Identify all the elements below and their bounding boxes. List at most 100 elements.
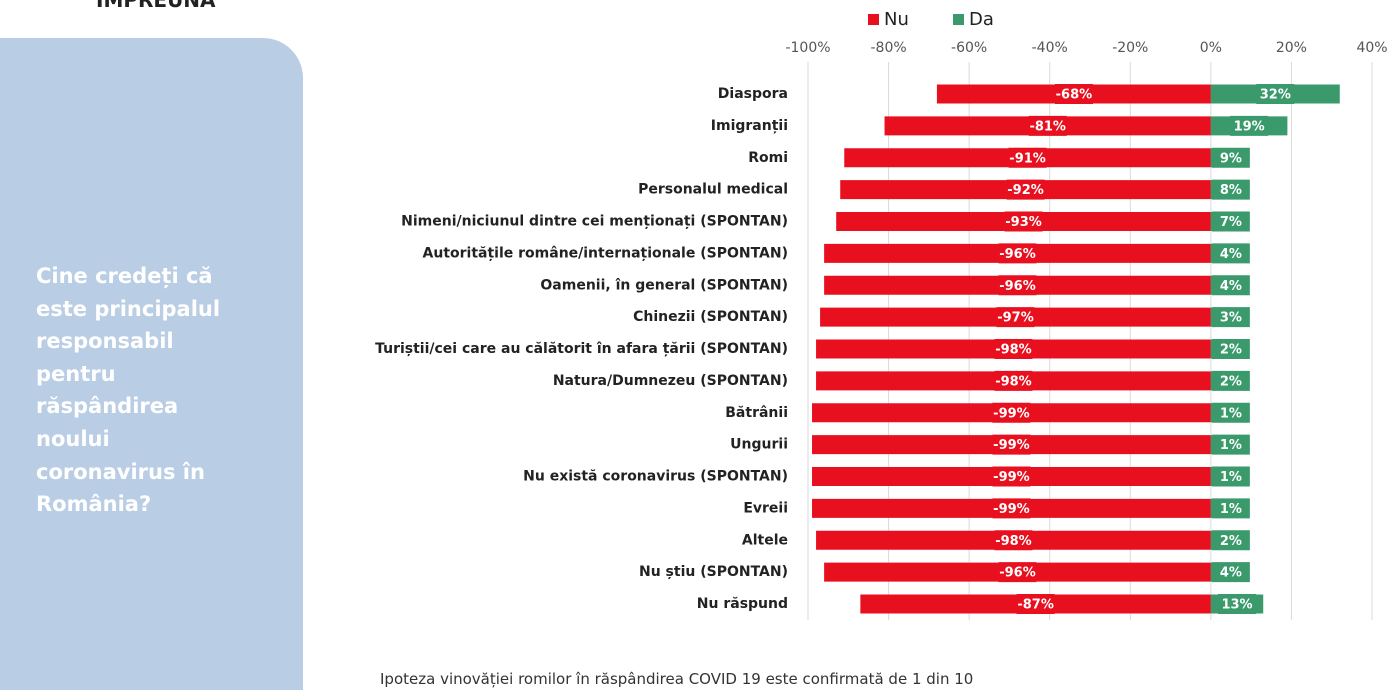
value-label: -99% <box>993 502 1030 517</box>
value-label: -98% <box>995 374 1032 389</box>
value-label-box <box>992 434 1031 455</box>
value-label-box <box>1211 211 1250 232</box>
value-label-box <box>1211 243 1250 264</box>
value-label: -87% <box>1017 598 1054 613</box>
value-label: 8% <box>1220 183 1242 198</box>
footer-note: Ipoteza vinovăției romilor în răspândire… <box>380 670 974 688</box>
category-label: Chinezii (SPONTAN) <box>633 309 788 325</box>
value-label-box <box>1256 84 1295 104</box>
category-label: Ungurii <box>730 437 788 453</box>
value-label: 2% <box>1220 343 1242 358</box>
category-label: Oamenii, în general (SPONTAN) <box>540 277 788 293</box>
value-label: 4% <box>1220 247 1242 262</box>
category-label: Natura/Dumnezeu (SPONTAN) <box>553 373 788 389</box>
value-label-box <box>998 275 1037 296</box>
question: Cine credeți că este principalul respons… <box>36 264 221 517</box>
category-label: Bătrânii <box>725 405 788 421</box>
value-label-box <box>992 402 1031 423</box>
value-label: -98% <box>995 534 1032 549</box>
value-label: -99% <box>993 470 1030 485</box>
x-tick-label: -100% <box>785 40 830 56</box>
value-label-box <box>1004 211 1043 232</box>
value-label: 13% <box>1221 598 1252 613</box>
x-tick-label: 0% <box>1200 40 1222 56</box>
value-label: -99% <box>993 406 1030 421</box>
value-label-box <box>994 530 1033 551</box>
legend-label: Da <box>969 9 994 30</box>
value-label: -97% <box>997 311 1034 326</box>
value-label: -99% <box>993 438 1030 453</box>
value-label-box <box>1006 179 1045 200</box>
x-tick-label: 40% <box>1356 40 1387 56</box>
value-label-box <box>1211 275 1250 296</box>
category-label: Nu există coronavirus (SPONTAN) <box>523 469 788 485</box>
category-label: Nu răspund <box>697 596 788 612</box>
value-label: 4% <box>1220 279 1242 294</box>
value-label-box <box>1016 594 1055 614</box>
value-label-box <box>1211 339 1250 359</box>
value-label: 4% <box>1220 566 1242 581</box>
side-panel: Cine credeți că este principalul respons… <box>0 38 303 690</box>
value-label-box <box>1211 370 1250 391</box>
value-label: 1% <box>1220 470 1242 485</box>
value-label-box <box>996 307 1035 328</box>
value-label: -96% <box>999 566 1036 581</box>
value-label: -96% <box>999 279 1036 294</box>
value-label-box <box>998 243 1037 264</box>
value-label: 2% <box>1220 534 1242 549</box>
value-label: 1% <box>1220 406 1242 421</box>
value-label: -68% <box>1056 88 1093 103</box>
value-label-box <box>1211 434 1250 455</box>
value-label: -93% <box>1005 215 1042 230</box>
value-label: 2% <box>1220 374 1242 389</box>
value-label-box <box>992 466 1031 487</box>
value-label-box <box>1211 307 1250 328</box>
value-label-box <box>994 339 1033 359</box>
value-label-box <box>1211 530 1250 551</box>
value-label-box <box>1211 179 1250 200</box>
category-label: Altele <box>742 532 788 548</box>
value-label-box <box>1211 466 1250 487</box>
value-label: -98% <box>995 343 1032 358</box>
x-tick-label: 20% <box>1276 40 1307 56</box>
header-title: ÎMPREUNĂ <box>96 0 216 12</box>
value-label-box <box>1054 84 1093 104</box>
value-label-box <box>1211 147 1250 168</box>
value-label: -81% <box>1029 119 1066 134</box>
category-label: Turiștii/cei care au călătorit în afara … <box>375 341 788 357</box>
value-label-box <box>1230 115 1269 136</box>
value-label: 32% <box>1260 88 1291 103</box>
value-label: 3% <box>1220 311 1242 326</box>
value-label: -92% <box>1007 183 1044 198</box>
value-label-box <box>1211 562 1250 583</box>
value-label-box <box>1008 147 1047 168</box>
legend-swatch <box>868 14 879 25</box>
value-label-box <box>1211 498 1250 519</box>
category-label: Imigranții <box>711 118 788 134</box>
x-tick-label: -40% <box>1032 40 1068 56</box>
value-label: 1% <box>1220 438 1242 453</box>
category-label: Evreii <box>743 500 788 516</box>
category-label: Personalul medical <box>638 182 788 198</box>
legend-swatch <box>953 14 964 25</box>
category-label: Romi <box>748 150 788 166</box>
value-label-box <box>998 562 1037 583</box>
x-tick-label: -80% <box>870 40 906 56</box>
value-label-box <box>1218 594 1257 614</box>
value-label-box <box>1211 402 1250 423</box>
value-label: 1% <box>1220 502 1242 517</box>
value-label: -91% <box>1009 151 1046 166</box>
category-label: Nimeni/niciunul dintre cei menționați (S… <box>401 214 788 230</box>
value-label: 9% <box>1220 151 1242 166</box>
value-label: 7% <box>1220 215 1242 230</box>
value-label-box <box>1028 115 1067 136</box>
legend-label: Nu <box>884 9 909 30</box>
category-label: Nu știu (SPONTAN) <box>639 564 788 580</box>
category-label: Autoritățile române/internaționale (SPON… <box>423 245 788 261</box>
x-tick-label: -60% <box>951 40 987 56</box>
value-label-box <box>992 498 1031 519</box>
x-tick-label: -20% <box>1112 40 1148 56</box>
value-label-box <box>994 370 1033 391</box>
